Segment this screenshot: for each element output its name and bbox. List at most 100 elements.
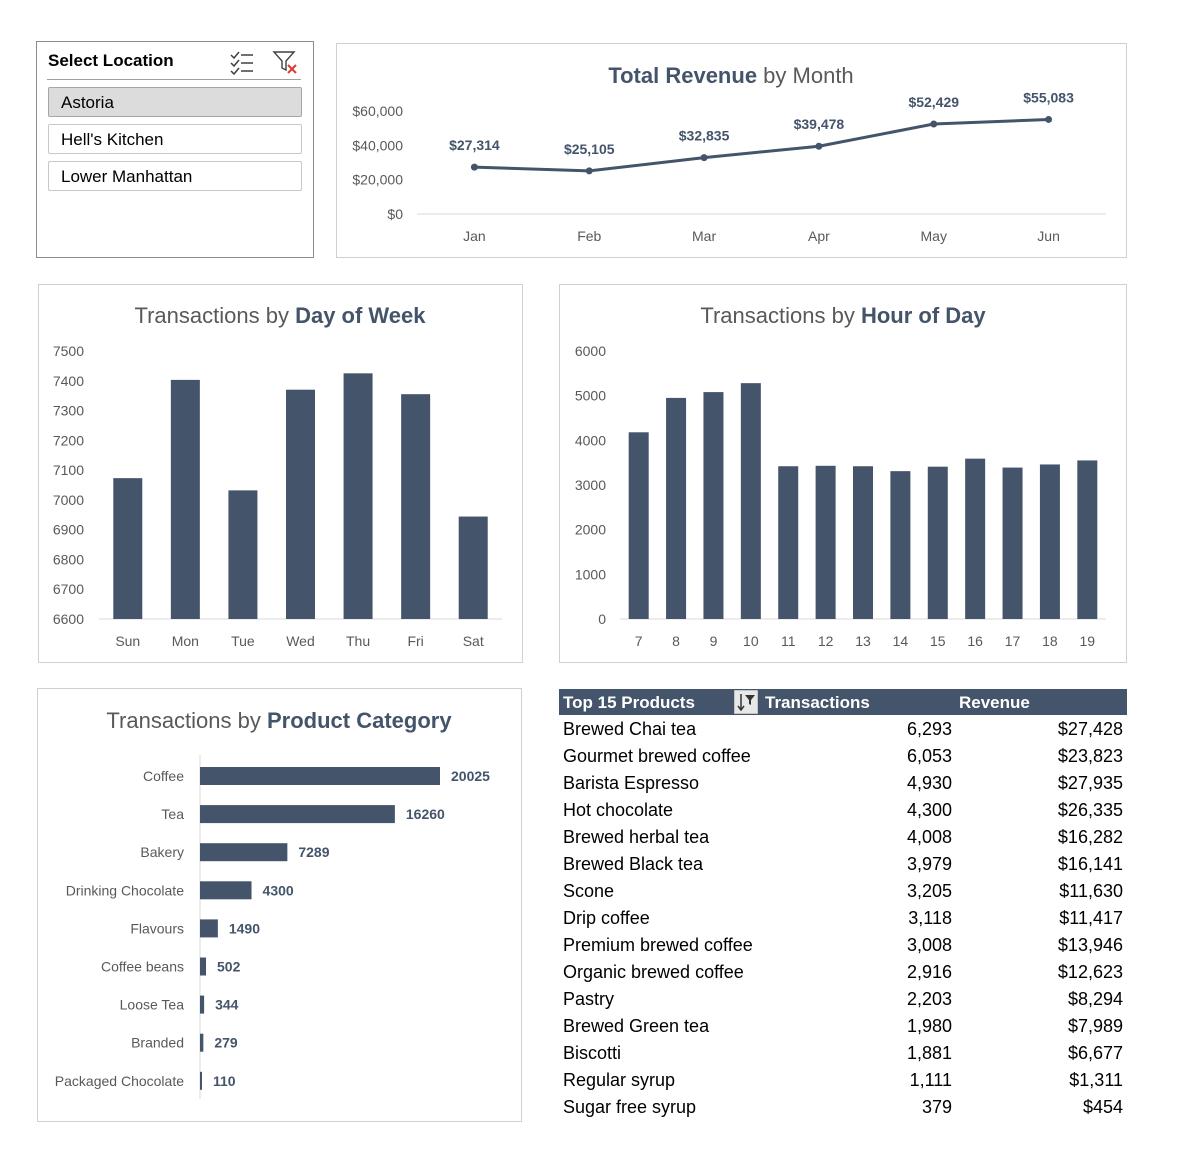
chart-title: Transactions by Product Category [106, 708, 452, 733]
x-tick-label: Jan [463, 228, 486, 244]
x-tick-label: Tue [231, 633, 255, 649]
product-name-cell: Sugar free syrup [563, 1097, 697, 1117]
product-name-cell: Brewed Green tea [563, 1016, 710, 1036]
table-row: Organic brewed coffee 2,916 $12,623 [559, 958, 1127, 985]
y-tick-label: $40,000 [352, 137, 403, 153]
y-tick-label: $60,000 [352, 103, 403, 119]
x-tick-label: Mar [692, 228, 716, 244]
y-tick-label: 7400 [53, 373, 84, 389]
revenue-cell: $11,417 [1059, 908, 1123, 928]
x-tick-label: 16 [967, 633, 983, 649]
product-name-cell: Gourmet brewed coffee [563, 746, 751, 766]
transactions-cell: 1,980 [906, 1016, 952, 1036]
product-name-cell: Regular syrup [563, 1070, 676, 1090]
table-row: Brewed Green tea 1,980 $7,989 [559, 1012, 1127, 1039]
table-row: Biscotti 1,881 $6,677 [559, 1039, 1127, 1066]
transactions-cell: 6,053 [906, 746, 952, 766]
product-name-cell: Hot chocolate [563, 800, 674, 820]
y-tick-label: 7100 [53, 462, 84, 478]
bar [1002, 467, 1023, 619]
data-label: 502 [217, 959, 241, 975]
x-tick-label: Sun [115, 633, 140, 649]
bar [815, 465, 836, 619]
product-name-cell: Brewed Chai tea [563, 719, 697, 739]
y-tick-label: 7200 [53, 432, 84, 448]
y-tick-label: 6000 [575, 343, 606, 359]
data-point [1045, 115, 1053, 123]
x-tick-label: 18 [1042, 633, 1058, 649]
revenue-cell: $27,428 [1057, 719, 1123, 739]
slicer-title: Select Location [48, 51, 174, 70]
x-tick-label: Feb [577, 228, 601, 244]
y-tick-label: 7500 [53, 343, 84, 359]
x-tick-label: 10 [743, 633, 759, 649]
data-label: 344 [215, 997, 239, 1013]
transactions-cell: 4,930 [906, 773, 952, 793]
x-tick-label: 13 [855, 633, 871, 649]
dow-chart-panel: Transactions by Day of Week 6600 6700 6800… [38, 284, 523, 663]
category-label: Bakery [140, 844, 184, 860]
bar [890, 471, 911, 619]
bar [170, 379, 200, 619]
product-name-cell: Organic brewed coffee [563, 962, 744, 982]
y-tick-label: 7000 [53, 492, 84, 508]
product-name-cell: Drip coffee [563, 908, 650, 928]
table-row: Regular syrup 1,111 $1,311 [559, 1066, 1127, 1093]
data-label: 7289 [298, 844, 329, 860]
slicer-item-lower-manhattan[interactable]: Lower Manhattan [48, 161, 302, 191]
category-label: Loose Tea [120, 997, 185, 1013]
bar [927, 466, 948, 619]
table-row: Drip coffee 3,118 $11,417 [559, 904, 1127, 931]
table-body: Brewed Chai tea 6,293 $27,428 Gourmet brewe… [559, 715, 1127, 1120]
x-tick-label: May [921, 228, 947, 244]
x-tick-label: Mon [172, 633, 199, 649]
bar [200, 1033, 204, 1052]
table-header: Top 15 Products Transactions Revenue [559, 689, 1127, 715]
revenue-cell: $454 [1082, 1097, 1123, 1117]
data-label: $55,083 [1023, 89, 1074, 105]
bar [200, 957, 207, 976]
slicer-item-astoria[interactable]: Astoria [48, 87, 302, 117]
x-tick-label: Thu [346, 633, 370, 649]
col-header-revenue: Revenue [959, 693, 1030, 712]
x-tick-label: 11 [781, 633, 796, 649]
hour-chart-panel: Transactions by Hour of Day 0 1000 2000 300… [559, 284, 1127, 663]
slicer-item-hells-kitchen[interactable]: Hell's Kitchen [48, 124, 302, 154]
data-label: $39,478 [794, 116, 845, 132]
bar [666, 397, 687, 619]
multi-select-icon[interactable] [229, 49, 255, 75]
y-tick-label: $20,000 [352, 172, 403, 188]
category-label: Coffee beans [101, 959, 184, 975]
revenue-cell: $7,989 [1067, 1016, 1123, 1036]
data-label: 16260 [406, 806, 445, 822]
revenue-cell: $27,935 [1057, 773, 1123, 793]
product-name-cell: Brewed Black tea [563, 854, 704, 874]
revenue-series-line [474, 117, 1049, 173]
bar [458, 516, 488, 619]
revenue-chart-panel: Total Revenue by Month $0 $20,000 $40,000 $… [336, 43, 1127, 258]
product-name-cell: Biscotti [563, 1043, 622, 1063]
category-label: Coffee [143, 768, 184, 784]
table-row: Brewed Black tea 3,979 $16,141 [559, 850, 1127, 877]
y-tick-label: 0 [598, 611, 606, 627]
data-label: 4300 [263, 882, 294, 898]
transactions-cell: 2,916 [906, 962, 952, 982]
clear-filter-icon[interactable] [272, 49, 298, 75]
data-label: 279 [214, 1035, 238, 1051]
data-label: 20025 [451, 768, 490, 784]
table-row: Premium brewed coffee 3,008 $13,946 [559, 931, 1127, 958]
bar [965, 458, 986, 619]
bar [703, 392, 724, 619]
sort-filter-icon[interactable] [734, 690, 758, 714]
product-category-bar-chart: Transactions by Product Category Coffee 2… [55, 708, 490, 1099]
x-tick-label: Wed [286, 633, 315, 649]
col-header-product: Top 15 Products [563, 693, 695, 712]
bar [286, 389, 315, 619]
transactions-cell: 3,979 [906, 854, 952, 874]
revenue-cell: $8,294 [1067, 989, 1123, 1009]
data-point [700, 154, 708, 162]
data-label: $32,835 [679, 128, 730, 144]
y-tick-label: 4000 [575, 432, 606, 448]
revenue-cell: $26,335 [1057, 800, 1123, 820]
transactions-cell: 3,205 [906, 881, 952, 901]
